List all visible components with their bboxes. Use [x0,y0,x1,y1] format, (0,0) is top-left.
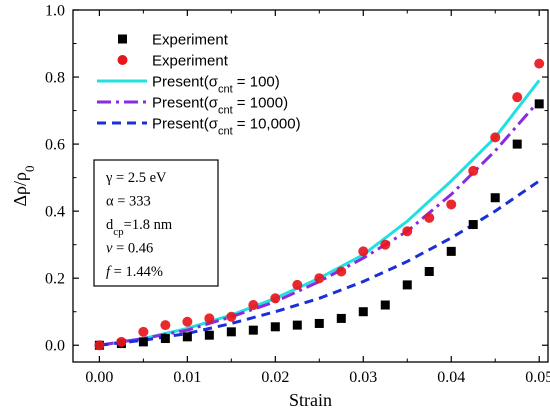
experiment-circle-point [248,300,259,311]
parameter-line: dcp=1.8 nm [106,217,173,238]
experiment-square-point [424,266,434,276]
experiment-square-point [270,322,280,332]
experiment-circle-point [380,239,391,250]
legend-label: Experiment [152,53,229,70]
experiment-circle-point [314,273,325,284]
experiment-circle-point [402,226,413,237]
y-axis-title: Δρ/ρ0 [10,165,37,206]
y-tick-label: 1.0 [45,3,65,20]
experiment-circle-point [270,293,281,304]
experiment-square-point [182,332,192,342]
parameter-line: v = 0.46 [106,241,153,257]
legend-label: Present(σcnt = 100) [152,74,280,96]
series-line-3 [99,179,541,347]
legend-square-marker [118,34,127,44]
x-tick-label: 0.00 [85,369,113,386]
y-tick-label: 0.4 [45,204,65,221]
x-tick-label: 0.04 [437,369,465,386]
experiment-circle-point [534,58,545,69]
parameter-line: α = 333 [106,194,151,210]
x-tick-label: 0.01 [173,369,201,386]
experiment-circle-point [94,340,105,351]
experiment-circle-point [490,132,501,143]
parameter-line: γ = 2.5 eV [105,170,167,186]
experiment-square-point [314,318,324,328]
experiment-circle-point [116,336,127,347]
experiment-square-point [160,334,170,344]
experiment-circle-point [160,320,171,331]
parameter-line: f = 1.44% [106,264,163,280]
series-line-2 [99,99,541,347]
y-tick-label: 0.8 [45,70,65,87]
legend-label: Present(σcnt = 10,000) [152,116,301,138]
experiment-square-point [512,139,522,149]
experiment-circle-point [226,311,237,322]
experiment-circle-point [468,165,479,176]
x-axis-title: Strain [289,390,332,410]
experiment-square-point [358,307,368,317]
experiment-square-point [226,327,236,337]
experiment-square-point [336,313,346,323]
experiment-square-point [490,193,500,203]
experiment-square-point [292,320,302,330]
experiment-square-point [204,330,214,340]
experiment-circle-point [182,316,193,327]
legend-label: Present(σcnt = 1000) [152,95,288,117]
experiment-square-point [446,246,456,256]
legend-label: Experiment [152,32,229,49]
plot-frame [72,9,549,363]
y-tick-label: 0.2 [45,271,65,288]
legend-circle-marker [117,55,128,65]
experiment-square-point [248,325,258,335]
x-tick-label: 0.03 [349,369,377,386]
experiment-square-point [468,220,478,230]
experiment-circle-point [512,92,523,103]
experiment-square-point [402,280,412,290]
experiment-circle-point [204,313,215,324]
experiment-circle-point [138,326,149,337]
experiment-square-point [534,99,544,109]
experiment-circle-point [358,246,369,257]
experiment-circle-point [292,279,303,290]
experiment-circle-point [424,212,435,223]
y-tick-label: 0.0 [45,338,65,355]
experiment-square-point [138,337,148,347]
y-tick-label: 0.6 [45,137,65,154]
experiment-square-point [380,300,390,310]
experiment-circle-point [446,199,457,210]
experiment-circle-point [336,266,347,277]
x-tick-label: 0.02 [261,369,289,386]
parameter-box [93,159,219,287]
x-tick-label: 0.05 [525,369,550,386]
